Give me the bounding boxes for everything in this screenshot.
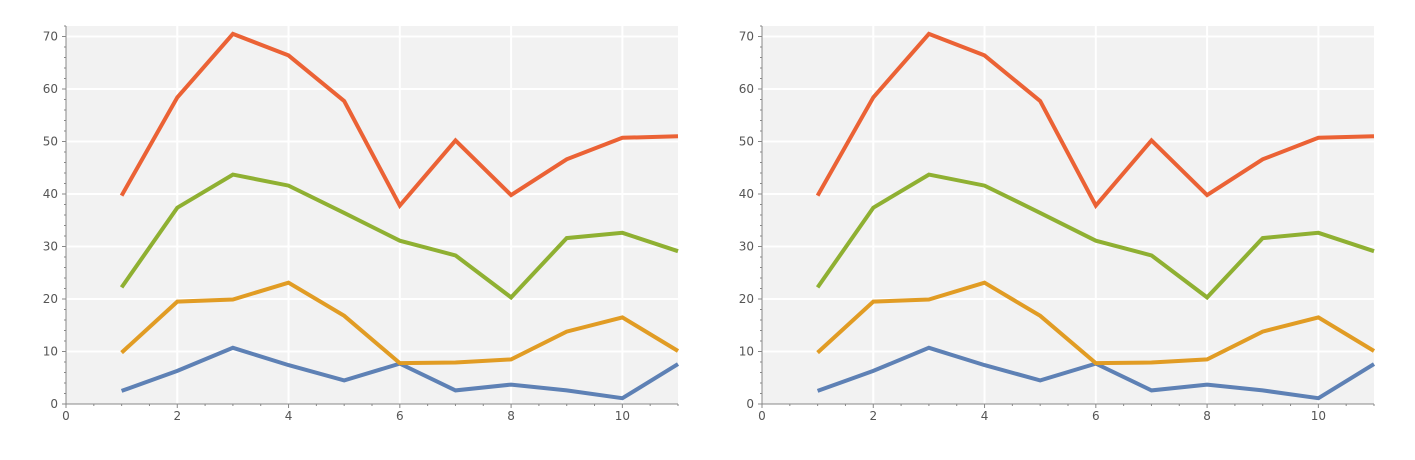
left-y-tick-label: 10 bbox=[43, 345, 58, 359]
left-series-line-2 bbox=[120, 280, 680, 366]
chart-right-svg: 0 10 20 30 40 50 60 70 0 2 4 6 8 10 bbox=[739, 25, 1376, 423]
left-series-line-3 bbox=[119, 172, 679, 301]
right-x-tick-label: 6 bbox=[1092, 409, 1100, 423]
right-y-tick-label: 40 bbox=[739, 187, 754, 201]
right-y-tick-label: 60 bbox=[739, 82, 754, 96]
right-x-tick-label: 0 bbox=[758, 409, 766, 423]
chart-left: 0 10 20 30 40 50 60 70 0 2 4 6 8 10 bbox=[0, 0, 700, 460]
left-series-line-4 bbox=[119, 31, 679, 210]
left-y-tick-label: 20 bbox=[43, 292, 58, 306]
left-y-tick-label: 30 bbox=[43, 240, 58, 254]
right-x-tick-label: 4 bbox=[981, 409, 989, 423]
right-series-line-2 bbox=[816, 280, 1376, 366]
left-x-tick-label: 0 bbox=[62, 409, 70, 423]
right-x-tick-label: 10 bbox=[1311, 409, 1326, 423]
right-y-tick-label: 70 bbox=[739, 30, 754, 44]
left-x-tick-label: 8 bbox=[507, 409, 515, 423]
left-plot-background bbox=[66, 26, 678, 404]
left-x-tick-label: 10 bbox=[615, 409, 630, 423]
right-y-tick-label: 50 bbox=[739, 135, 754, 149]
left-y-tick-label: 50 bbox=[43, 135, 58, 149]
right-series-line-3 bbox=[815, 172, 1375, 301]
left-x-tick-label: 2 bbox=[173, 409, 181, 423]
right-y-tick-label: 10 bbox=[739, 345, 754, 359]
right-y-tick-label: 0 bbox=[746, 397, 754, 411]
left-y-tick-label: 0 bbox=[50, 397, 58, 411]
right-plot-background bbox=[762, 26, 1374, 404]
right-y-tick-label: 20 bbox=[739, 292, 754, 306]
chart-right: 0 10 20 30 40 50 60 70 0 2 4 6 8 10 bbox=[696, 0, 1396, 460]
chart-left-svg: 0 10 20 30 40 50 60 70 0 2 4 6 8 10 bbox=[43, 25, 680, 423]
left-y-tick-label: 40 bbox=[43, 187, 58, 201]
right-series-line-4 bbox=[815, 31, 1375, 210]
left-y-tick-label: 70 bbox=[43, 30, 58, 44]
left-y-tick-label: 60 bbox=[43, 82, 58, 96]
right-x-tick-label: 8 bbox=[1203, 409, 1211, 423]
right-x-tick-label: 2 bbox=[869, 409, 877, 423]
left-x-tick-label: 4 bbox=[285, 409, 293, 423]
right-y-tick-label: 30 bbox=[739, 240, 754, 254]
left-x-tick-label: 6 bbox=[396, 409, 404, 423]
